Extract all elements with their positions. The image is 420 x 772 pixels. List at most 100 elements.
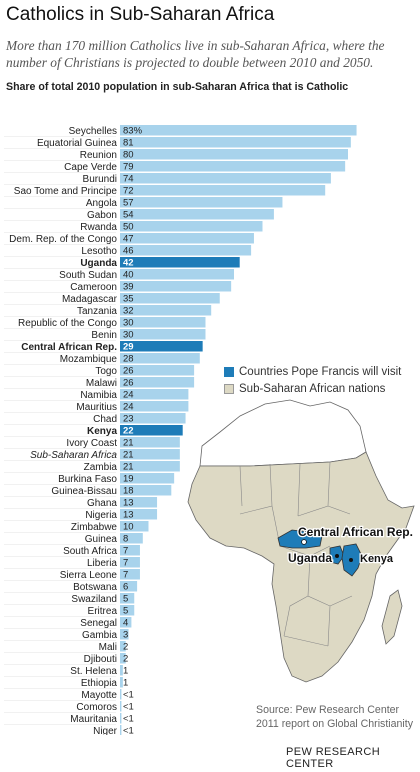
category-label-lesotho: Lesotho (81, 246, 117, 257)
bar-madagascar (120, 293, 220, 304)
category-label-zambia: Zambia (84, 462, 118, 473)
bar-niger (120, 725, 122, 735)
bar-burkina-faso (120, 473, 175, 484)
value-label-senegal: 4 (123, 618, 128, 629)
value-label-mauritania: <1 (123, 714, 134, 725)
category-label-st-helena: St. Helena (70, 666, 117, 677)
category-label-dem-rep-of-the-congo: Dem. Rep. of the Congo (9, 234, 117, 245)
bar-ghana (120, 497, 158, 508)
value-label-mozambique: 28 (123, 354, 134, 365)
category-label-sierra-leone: Sierra Leone (60, 570, 118, 581)
legend-item-region: Sub-Saharan African nations (224, 381, 401, 397)
category-label-mauritania: Mauritania (70, 714, 117, 725)
legend-swatch-visit (224, 367, 234, 377)
bar-burundi (120, 173, 331, 184)
value-label-lesotho: 46 (123, 246, 134, 257)
category-label-guinea: Guinea (85, 534, 118, 545)
bar-gabon (120, 209, 274, 220)
value-label-south-sudan: 40 (123, 270, 134, 281)
bar-central-african-rep (120, 341, 203, 352)
value-label-central-african-rep: 29 (123, 342, 134, 353)
bar-republic-of-the-congo (120, 317, 206, 328)
bar-dem-rep-of-the-congo (120, 233, 254, 244)
category-label-mayotte: Mayotte (81, 690, 117, 701)
category-label-comoros: Comoros (76, 702, 117, 713)
bar-ivory-coast (120, 437, 180, 448)
category-label-niger: Niger (93, 726, 118, 735)
category-label-republic-of-the-congo: Republic of the Congo (18, 318, 117, 329)
value-label-djibouti: 2 (123, 654, 128, 665)
footer-credit: PEW RESEARCH CENTER (286, 746, 381, 770)
category-label-madagascar: Madagascar (62, 294, 118, 305)
chart-title: Share of total 2010 population in sub-Sa… (6, 81, 349, 93)
map-label-uganda: Uganda (288, 551, 332, 565)
value-label-liberia: 7 (123, 558, 128, 569)
value-label-reunion: 80 (123, 150, 134, 161)
page-title: Catholics in Sub-Saharan Africa (6, 4, 275, 25)
value-label-gabon: 54 (123, 210, 134, 221)
value-label-zimbabwe: 10 (123, 522, 134, 533)
value-label-eritrea: 5 (123, 606, 128, 617)
category-label-malawi: Malawi (86, 378, 117, 389)
value-label-chad: 23 (123, 414, 134, 425)
value-label-malawi: 26 (123, 378, 134, 389)
category-label-guinea-bissau: Guinea-Bissau (51, 486, 117, 497)
kenya-marker (349, 558, 353, 562)
bar-nigeria (120, 509, 158, 520)
subtitle: More than 170 million Catholics live in … (6, 38, 385, 70)
value-label-niger: <1 (123, 726, 134, 735)
uganda-marker (335, 554, 339, 558)
category-label-reunion: Reunion (80, 150, 117, 161)
category-label-kenya: Kenya (87, 426, 117, 437)
bar-swaziland (120, 593, 135, 604)
category-label-senegal: Senegal (80, 618, 117, 629)
bar-zimbabwe (120, 521, 149, 532)
car-marker (301, 539, 307, 545)
value-label-angola: 57 (123, 198, 134, 209)
value-label-guinea: 8 (123, 534, 128, 545)
bar-zambia (120, 461, 180, 472)
category-label-gabon: Gabon (87, 210, 117, 221)
bar-malawi (120, 377, 195, 388)
bar-senegal (120, 617, 132, 628)
bar-uganda (120, 257, 240, 268)
value-label-rwanda: 50 (123, 222, 134, 233)
value-label-togo: 26 (123, 366, 134, 377)
bar-st-helena (120, 665, 123, 676)
value-label-st-helena: 1 (123, 666, 128, 677)
bar-sao-tome-and-principe (120, 185, 326, 196)
category-label-mauritius: Mauritius (76, 402, 117, 413)
bar-djibouti (120, 653, 126, 664)
bar-togo (120, 365, 195, 376)
bar-benin (120, 329, 206, 340)
value-label-dem-rep-of-the-congo: 47 (123, 234, 134, 245)
bar-equatorial-guinea (120, 137, 351, 148)
category-label-sao-tome-and-principe: Sao Tome and Principe (14, 186, 118, 197)
bar-sub-saharan-africa (120, 449, 180, 460)
source-note: Source: Pew Research Center 2011 report … (256, 704, 414, 730)
value-label-comoros: <1 (123, 702, 134, 713)
bar-cameroon (120, 281, 232, 292)
bar-chad (120, 413, 186, 424)
category-label-uganda: Uganda (80, 258, 117, 269)
category-label-ethiopia: Ethiopia (81, 678, 118, 689)
value-label-namibia: 24 (123, 390, 134, 401)
value-label-south-africa: 7 (123, 546, 128, 557)
legend: Countries Pope Francis will visit Sub-Sa… (224, 364, 401, 398)
value-label-ghana: 13 (123, 498, 134, 509)
bar-angola (120, 197, 283, 208)
value-label-republic-of-the-congo: 30 (123, 318, 134, 329)
value-label-cape-verde: 79 (123, 162, 134, 173)
category-label-mozambique: Mozambique (60, 354, 118, 365)
bar-seychelles (120, 125, 357, 136)
bar-mali (120, 641, 126, 652)
bar-south-sudan (120, 269, 234, 280)
value-label-burundi: 74 (123, 174, 134, 185)
category-label-mali: Mali (99, 642, 117, 653)
category-label-south-sudan: South Sudan (59, 270, 117, 281)
bar-mayotte (120, 689, 122, 700)
value-label-guinea-bissau: 18 (123, 486, 134, 497)
border-lines (239, 461, 353, 647)
bar-guinea-bissau (120, 485, 172, 496)
